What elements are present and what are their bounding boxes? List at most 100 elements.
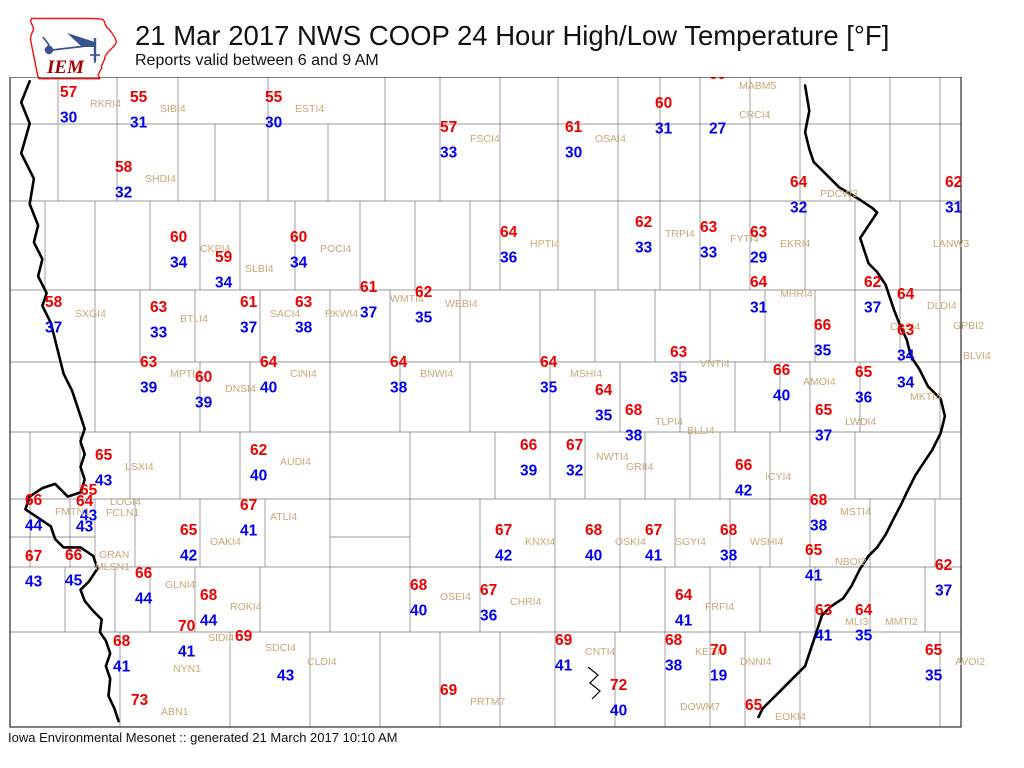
svg-text:62: 62 <box>945 174 962 191</box>
svg-text:60: 60 <box>290 229 307 246</box>
svg-text:41: 41 <box>240 523 258 540</box>
svg-text:WEBI4: WEBI4 <box>445 298 478 310</box>
svg-text:30: 30 <box>265 115 282 132</box>
svg-text:64: 64 <box>540 354 558 371</box>
svg-text:40: 40 <box>410 603 427 620</box>
svg-text:35: 35 <box>855 628 873 645</box>
svg-text:63: 63 <box>897 322 915 339</box>
svg-text:39: 39 <box>140 380 158 397</box>
svg-text:31: 31 <box>750 300 768 317</box>
svg-text:IEM: IEM <box>46 57 85 78</box>
svg-text:SXGI4: SXGI4 <box>75 308 106 320</box>
svg-text:31: 31 <box>655 121 673 138</box>
svg-text:64: 64 <box>675 587 693 604</box>
svg-text:67: 67 <box>566 437 583 454</box>
svg-text:73: 73 <box>131 692 149 709</box>
svg-text:61: 61 <box>240 294 258 311</box>
svg-text:MSHI4: MSHI4 <box>570 368 602 380</box>
svg-text:68: 68 <box>625 402 643 419</box>
svg-text:32: 32 <box>115 185 132 202</box>
svg-text:66: 66 <box>520 437 538 454</box>
svg-text:40: 40 <box>585 548 602 565</box>
svg-text:BLVI4: BLVI4 <box>963 350 991 362</box>
svg-text:FRFI4: FRFI4 <box>705 601 734 613</box>
svg-text:32: 32 <box>790 200 807 217</box>
svg-text:DLDI4: DLDI4 <box>927 300 957 312</box>
svg-text:29: 29 <box>750 250 768 267</box>
svg-text:GPBI2: GPBI2 <box>953 320 984 332</box>
svg-text:65: 65 <box>180 522 198 539</box>
svg-text:MABM5: MABM5 <box>739 80 777 92</box>
svg-text:BNWI4: BNWI4 <box>420 368 453 380</box>
svg-text:VNTI4: VNTI4 <box>700 358 730 370</box>
svg-text:MLSN1: MLSN1 <box>95 561 130 573</box>
svg-text:EOKI4: EOKI4 <box>775 711 806 723</box>
svg-text:70: 70 <box>710 642 727 659</box>
svg-text:60: 60 <box>195 369 212 386</box>
svg-text:36: 36 <box>480 608 498 625</box>
svg-text:63: 63 <box>700 219 718 236</box>
svg-text:64: 64 <box>595 382 613 399</box>
svg-text:41: 41 <box>555 658 573 675</box>
svg-text:SIBI4: SIBI4 <box>160 103 186 115</box>
svg-text:MHRI4: MHRI4 <box>780 288 813 300</box>
svg-text:37: 37 <box>864 300 881 317</box>
svg-text:68: 68 <box>410 577 428 594</box>
svg-text:65: 65 <box>745 697 763 714</box>
svg-text:40: 40 <box>773 388 790 405</box>
svg-text:34: 34 <box>290 255 308 272</box>
svg-text:SHDI4: SHDI4 <box>145 173 176 185</box>
svg-text:LANW3: LANW3 <box>933 238 969 250</box>
svg-text:SGYI4: SGYI4 <box>675 536 706 548</box>
svg-text:DNNI4: DNNI4 <box>740 656 772 668</box>
svg-text:43: 43 <box>95 473 113 490</box>
svg-text:64: 64 <box>500 224 518 241</box>
svg-text:66: 66 <box>65 547 83 564</box>
svg-text:44: 44 <box>200 613 218 630</box>
svg-text:62: 62 <box>415 284 432 301</box>
svg-text:38: 38 <box>665 658 683 675</box>
svg-text:ROKI4: ROKI4 <box>230 601 262 613</box>
svg-text:EKRI4: EKRI4 <box>780 238 811 250</box>
svg-text:59: 59 <box>709 77 727 83</box>
svg-text:38: 38 <box>625 428 643 445</box>
svg-text:ESTI4: ESTI4 <box>295 103 324 115</box>
svg-text:42: 42 <box>735 483 752 500</box>
svg-text:BTLI4: BTLI4 <box>180 313 208 325</box>
svg-text:64: 64 <box>390 354 408 371</box>
svg-text:HPTI4: HPTI4 <box>530 238 560 250</box>
svg-text:60: 60 <box>170 229 187 246</box>
svg-text:66: 66 <box>25 492 43 509</box>
svg-text:67: 67 <box>645 522 662 539</box>
svg-text:39: 39 <box>195 395 213 412</box>
svg-text:41: 41 <box>815 628 833 645</box>
svg-text:62: 62 <box>935 557 952 574</box>
svg-text:37: 37 <box>935 583 952 600</box>
svg-text:58: 58 <box>45 294 63 311</box>
svg-text:63: 63 <box>815 602 833 619</box>
svg-text:61: 61 <box>360 279 378 296</box>
svg-text:64: 64 <box>897 286 915 303</box>
svg-text:AVOI2: AVOI2 <box>955 656 985 668</box>
svg-text:72: 72 <box>610 677 627 694</box>
svg-text:68: 68 <box>810 492 828 509</box>
svg-text:CRCI4: CRCI4 <box>739 109 771 121</box>
svg-text:WSHI4: WSHI4 <box>750 536 783 548</box>
svg-text:64: 64 <box>790 174 808 191</box>
svg-text:65: 65 <box>805 542 823 559</box>
svg-text:RKRI4: RKRI4 <box>90 98 121 110</box>
svg-text:34: 34 <box>215 275 233 292</box>
svg-text:ABN1: ABN1 <box>161 706 189 718</box>
svg-text:69: 69 <box>440 682 458 699</box>
svg-text:41: 41 <box>805 568 823 585</box>
svg-text:65: 65 <box>815 402 833 419</box>
svg-text:67: 67 <box>480 582 497 599</box>
svg-text:66: 66 <box>773 362 791 379</box>
svg-text:57: 57 <box>60 84 77 101</box>
svg-text:33: 33 <box>440 145 458 162</box>
svg-text:SDCI4: SDCI4 <box>265 642 296 654</box>
svg-text:33: 33 <box>150 325 168 342</box>
svg-text:63: 63 <box>670 344 688 361</box>
svg-text:NWTI4: NWTI4 <box>596 451 629 463</box>
svg-text:62: 62 <box>250 442 267 459</box>
